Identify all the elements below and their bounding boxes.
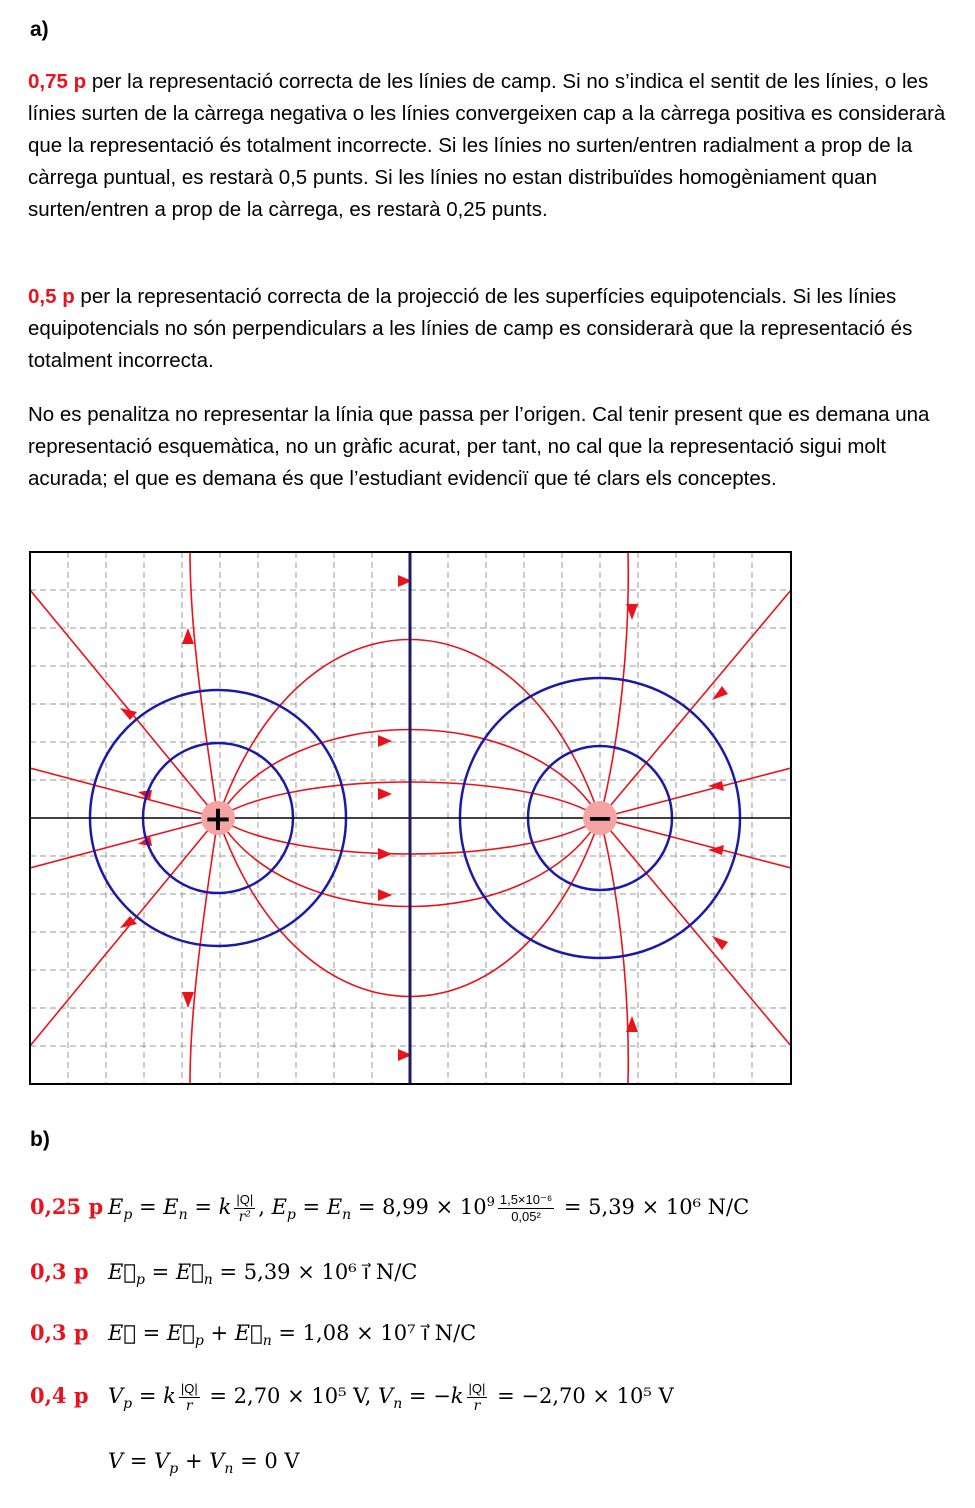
points-field-lines: 0,75 p: [28, 70, 87, 93]
field-lines: [30, 552, 791, 1084]
equation-2: 0,3 p E⃗p = E⃗n = 5,39 × 10⁶ ı⃗ N/C: [30, 1259, 418, 1289]
text-equipotentials: per la representació correcta de la proj…: [28, 285, 913, 372]
points-eq3: 0,3 p: [30, 1320, 89, 1345]
points-equipotentials: 0,5 p: [28, 285, 75, 308]
points-eq2: 0,3 p: [30, 1259, 89, 1284]
section-b-label: b): [30, 1128, 50, 1151]
points-eq4: 0,4 p: [30, 1383, 89, 1408]
criterion-equipotentials: 0,5 p per la representació correcta de l…: [28, 281, 963, 377]
axes: [30, 552, 791, 1084]
field-lines-figure: + −: [29, 551, 792, 1085]
points-eq1: 0,25 p: [30, 1194, 104, 1219]
text-field-lines: per la representació correcta de les lín…: [28, 70, 946, 221]
equation-1: 0,25 p Ep = En = k |Q| r², Ep = En = 8,99 ×…: [30, 1192, 750, 1225]
note-paragraph: No es penalitza no representar la línia …: [28, 403, 930, 490]
negative-charge: −: [583, 799, 617, 837]
equation-5: V = Vp + Vn = 0 V: [108, 1449, 300, 1478]
equation-3: 0,3 p E⃗ = E⃗p + E⃗n = 1,08 × 10⁷ ı⃗ N/C: [30, 1320, 477, 1350]
equation-4: 0,4 p Vp = k |Q| r = 2,70 × 10⁵ V, Vn = −k |…: [30, 1381, 674, 1414]
criterion-field-lines: 0,75 p per la representació correcta de …: [28, 66, 963, 226]
positive-sign: +: [204, 799, 233, 839]
section-a-label: a): [30, 18, 49, 41]
negative-sign: −: [587, 799, 614, 837]
figure-frame: [29, 551, 792, 1085]
positive-charge: +: [201, 799, 235, 839]
